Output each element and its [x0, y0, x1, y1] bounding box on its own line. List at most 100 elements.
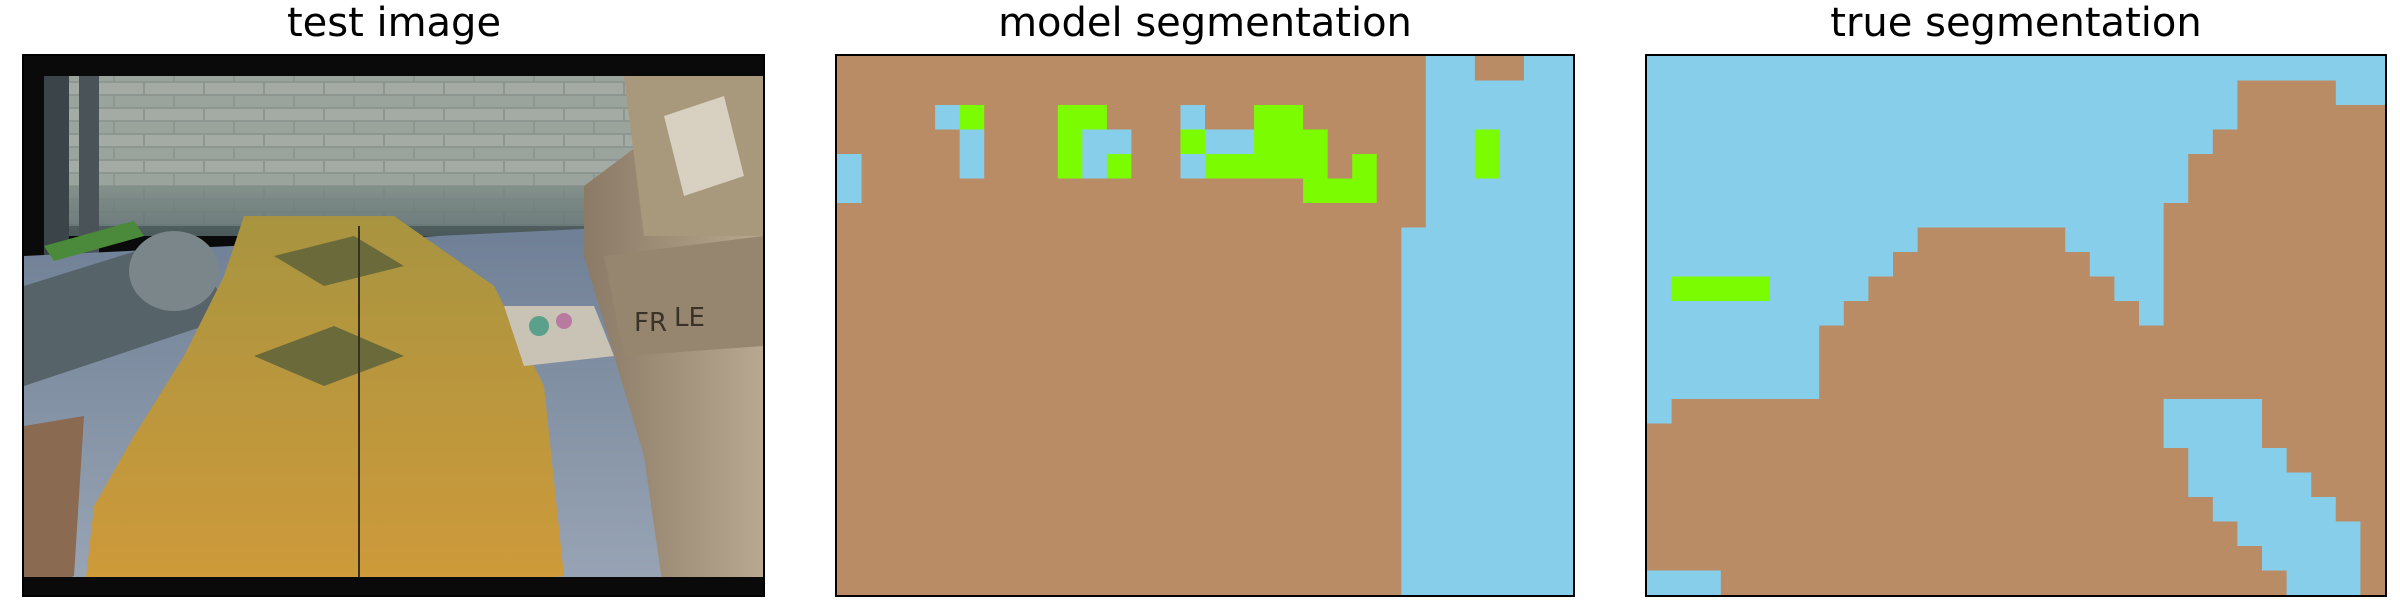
model-segmentation-cell — [1057, 178, 1083, 204]
model-segmentation-cell — [1205, 105, 1231, 131]
model-segmentation-cell — [1303, 423, 1329, 449]
true-segmentation-cell — [1868, 276, 1894, 302]
model-segmentation-cell — [1376, 105, 1402, 131]
model-segmentation-cell — [1082, 154, 1108, 180]
model-segmentation-cell — [1229, 301, 1255, 327]
model-segmentation-cell — [1082, 129, 1108, 155]
model-segmentation-cell — [1278, 129, 1304, 155]
model-segmentation-cell — [1278, 325, 1304, 351]
model-segmentation-cell — [1352, 374, 1378, 400]
true-segmentation-cell — [1819, 129, 1845, 155]
model-segmentation-cell — [959, 80, 985, 106]
model-segmentation-cell — [1205, 325, 1231, 351]
model-segmentation-cell — [1008, 203, 1034, 229]
true-segmentation-cell — [2114, 399, 2140, 425]
model-segmentation-cell — [1425, 301, 1451, 327]
model-segmentation-cell — [1057, 521, 1083, 547]
true-segmentation-cell — [2065, 227, 2091, 253]
model-segmentation-cell — [1474, 301, 1500, 327]
model-segmentation-cell — [1180, 423, 1206, 449]
model-segmentation-cell — [1008, 80, 1034, 106]
true-segmentation-cell — [1819, 80, 1845, 106]
true-segmentation-cell — [2114, 374, 2140, 400]
true-segmentation-cell — [1917, 301, 1943, 327]
model-segmentation-cell — [1499, 276, 1525, 302]
true-segmentation-cell — [1991, 448, 2017, 474]
model-segmentation-cell — [1155, 423, 1182, 449]
true-segmentation-cell — [1794, 546, 1820, 572]
true-segmentation-cell — [2089, 154, 2115, 180]
model-segmentation-cell — [1180, 521, 1206, 547]
model-segmentation-cell — [984, 154, 1010, 180]
model-segmentation-cell — [1474, 227, 1500, 253]
model-segmentation-cell — [959, 227, 985, 253]
true-segmentation-cell — [2237, 227, 2263, 253]
model-segmentation-cell — [1180, 178, 1206, 204]
model-segmentation-cell — [1376, 350, 1402, 376]
model-segmentation-cell — [1254, 472, 1280, 498]
true-segmentation-cell — [1819, 570, 1845, 595]
model-segmentation-cell — [1180, 301, 1206, 327]
model-segmentation-cell — [1352, 301, 1378, 327]
true-segmentation-cell — [2262, 301, 2288, 327]
true-segmentation-cell — [1966, 399, 1992, 425]
model-segmentation-cell — [910, 497, 936, 523]
true-segmentation-cell — [2237, 154, 2263, 180]
true-segmentation-cell — [2139, 374, 2165, 400]
model-segmentation-cell — [1008, 521, 1034, 547]
model-segmentation-cell — [886, 105, 912, 131]
true-segmentation-cell — [2163, 129, 2189, 155]
true-segmentation-cell — [2360, 546, 2385, 572]
true-segmentation-cell — [2065, 129, 2091, 155]
true-segmentation-cell — [2163, 252, 2189, 278]
true-segmentation-cell — [2065, 448, 2091, 474]
model-segmentation-cell — [1205, 472, 1231, 498]
true-segmentation-cell — [2163, 423, 2189, 449]
model-segmentation-cell — [935, 227, 961, 253]
true-segmentation-cell — [1966, 472, 1992, 498]
true-segmentation-cell — [2262, 178, 2288, 204]
model-segmentation-cell — [1057, 154, 1083, 180]
true-segmentation-cell — [1819, 105, 1845, 131]
true-segmentation-cell — [1671, 80, 1697, 106]
true-segmentation-cell — [1819, 154, 1845, 180]
true-segmentation-cell — [1745, 374, 1771, 400]
true-segmentation-cell — [1843, 399, 1869, 425]
true-segmentation-cell — [1647, 129, 1673, 155]
model-segmentation-cell — [1352, 56, 1378, 82]
model-segmentation-cell — [1303, 301, 1329, 327]
model-segmentation-cell — [1450, 448, 1476, 474]
true-segmentation-cell — [2016, 448, 2042, 474]
true-segmentation-cell — [2212, 374, 2238, 400]
true-segmentation-cell — [1991, 252, 2017, 278]
model-segmentation-cell — [1229, 252, 1255, 278]
true-segmentation-cell — [2089, 325, 2115, 351]
model-segmentation-cell — [1401, 448, 1427, 474]
true-segmentation-cell — [1720, 448, 1746, 474]
model-segmentation-cell — [1106, 80, 1132, 106]
model-segmentation-cell — [1205, 399, 1231, 425]
true-segmentation-cell — [1991, 178, 2017, 204]
true-segmentation-cell — [2065, 203, 2091, 229]
model-segmentation-cell — [1401, 472, 1427, 498]
true-segmentation-cell — [2016, 423, 2042, 449]
model-segmentation-cell — [1131, 325, 1157, 351]
model-segmentation-cell — [1474, 252, 1500, 278]
model-segmentation-cell — [1057, 497, 1083, 523]
true-segmentation-cell — [1991, 325, 2017, 351]
model-segmentation-cell — [1548, 154, 1573, 180]
true-segmentation-cell — [2163, 350, 2189, 376]
model-segmentation-cell — [1474, 325, 1500, 351]
true-segmentation-cell — [1671, 472, 1697, 498]
model-segmentation-cell — [1327, 301, 1353, 327]
model-segmentation-cell — [861, 154, 887, 180]
true-segmentation-cell — [2262, 227, 2288, 253]
model-segmentation-cell — [886, 301, 912, 327]
true-segmentation-cell — [2016, 374, 2042, 400]
model-segmentation-cell — [1155, 129, 1182, 155]
model-segmentation-cell — [1082, 227, 1108, 253]
model-segmentation-cell — [837, 56, 863, 82]
true-segmentation-cell — [2311, 154, 2337, 180]
true-segmentation-cell — [1671, 521, 1697, 547]
true-segmentation-cell — [2188, 154, 2214, 180]
